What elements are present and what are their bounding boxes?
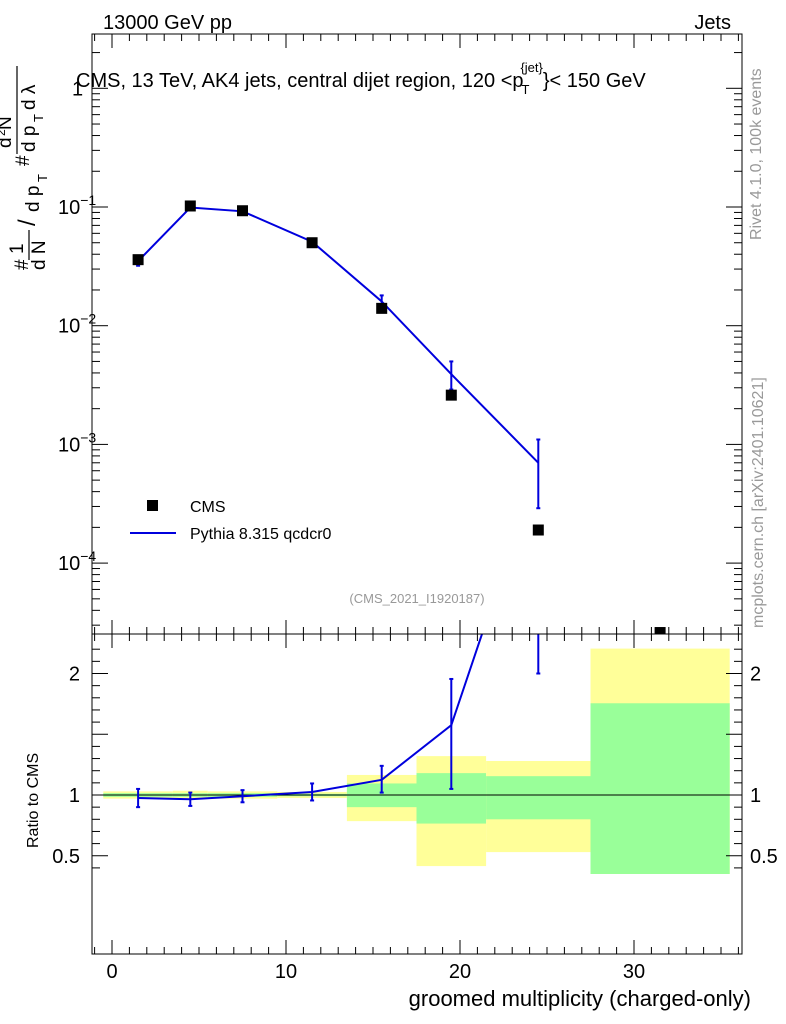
axes: 0 10 20 30 10−4 10−3 10−2 10−1 1 0.5 0.5 1 1 2 2	[52, 33, 778, 983]
ratio-panel-marks	[92, 634, 742, 809]
ratio-y-axis-label: Ratio to CMS	[25, 753, 42, 848]
svg-text:d λ: d λ	[19, 84, 40, 110]
main-y-tick-label: 1	[72, 78, 83, 100]
x-tick-label: 30	[623, 961, 645, 983]
main-y-tick-label: 10−2	[58, 311, 96, 338]
data-point	[376, 302, 388, 314]
legend-data-marker	[147, 500, 158, 511]
plot-title-sub: T	[522, 82, 530, 97]
svg-text:#: #	[12, 259, 33, 270]
plot-title: CMS, 13 TeV, AK4 jets, central dijet reg…	[76, 60, 646, 97]
main-panel-frame	[91, 33, 743, 635]
x-tick-label: 10	[275, 961, 297, 983]
data-point	[306, 237, 318, 249]
ratio-y-tick-label-left: 0.5	[52, 846, 80, 868]
ratio-band-inner	[590, 703, 730, 874]
x-tick-label: 0	[106, 961, 117, 983]
legend: CMS Pythia 8.315 qcdcr0	[130, 499, 332, 543]
data-point	[532, 524, 544, 536]
main-y-tick-label: 10−3	[58, 429, 96, 456]
ratio-y-tick-label-right: 0.5	[750, 846, 778, 868]
svg-text:d p: d p	[19, 126, 40, 152]
svg-text:/: /	[14, 219, 41, 226]
main-mc-line	[137, 206, 540, 464]
svg-text:N: N	[0, 116, 16, 130]
ratio-uncertainty-bands	[103, 648, 730, 874]
analysis-id-label: (CMS_2021_I1920187)	[349, 591, 484, 606]
svg-text:d: d	[0, 137, 16, 148]
ratio-y-tick-label-left: 1	[69, 785, 80, 807]
ratio-band-inner	[486, 776, 591, 820]
header-process-label: Jets	[694, 12, 731, 34]
ratio-y-tick-label-right: 2	[750, 664, 761, 686]
svg-text:#: #	[13, 155, 34, 166]
main-panel-marks	[132, 200, 666, 634]
data-point	[654, 627, 666, 634]
plot-title-sup: {jet}	[520, 60, 543, 75]
plot-title-main: CMS, 13 TeV, AK4 jets, central dijet reg…	[76, 70, 524, 92]
data-point	[132, 254, 144, 266]
ratio-y-tick-label-right: 1	[750, 785, 761, 807]
header-energy-label: 13000 GeV pp	[103, 12, 232, 34]
data-point	[184, 200, 196, 212]
x-axis-label: groomed multiplicity (charged-only)	[409, 986, 751, 1011]
svg-text:2: 2	[0, 129, 8, 136]
svg-text:d N: d N	[29, 240, 50, 270]
ratio-panel-frame	[91, 633, 743, 955]
svg-text:T: T	[31, 114, 46, 122]
plot-title-end: }< 150 GeV	[543, 70, 647, 92]
svg-text:T: T	[35, 174, 50, 182]
main-y-tick-label: 10−4	[58, 548, 96, 575]
main-y-tick-label: 10−1	[58, 192, 96, 219]
x-tick-label: 20	[449, 961, 471, 983]
data-point	[237, 205, 248, 217]
legend-mc-label: Pythia 8.315 qcdcr0	[190, 526, 332, 543]
legend-data-label: CMS	[190, 499, 226, 516]
data-point	[445, 389, 457, 401]
main-y-axis-label: # 1 d N / d p T # d 2 N d p T d λ	[0, 66, 50, 270]
rivet-version-label: Rivet 4.1.0, 100k events	[748, 68, 765, 240]
svg-text:d p: d p	[23, 186, 44, 212]
svg-text:1: 1	[7, 243, 28, 254]
mcplots-source-label: mcplots.cern.ch [arXiv:2401.10621]	[750, 377, 767, 628]
ratio-y-tick-label-left: 2	[69, 664, 80, 686]
